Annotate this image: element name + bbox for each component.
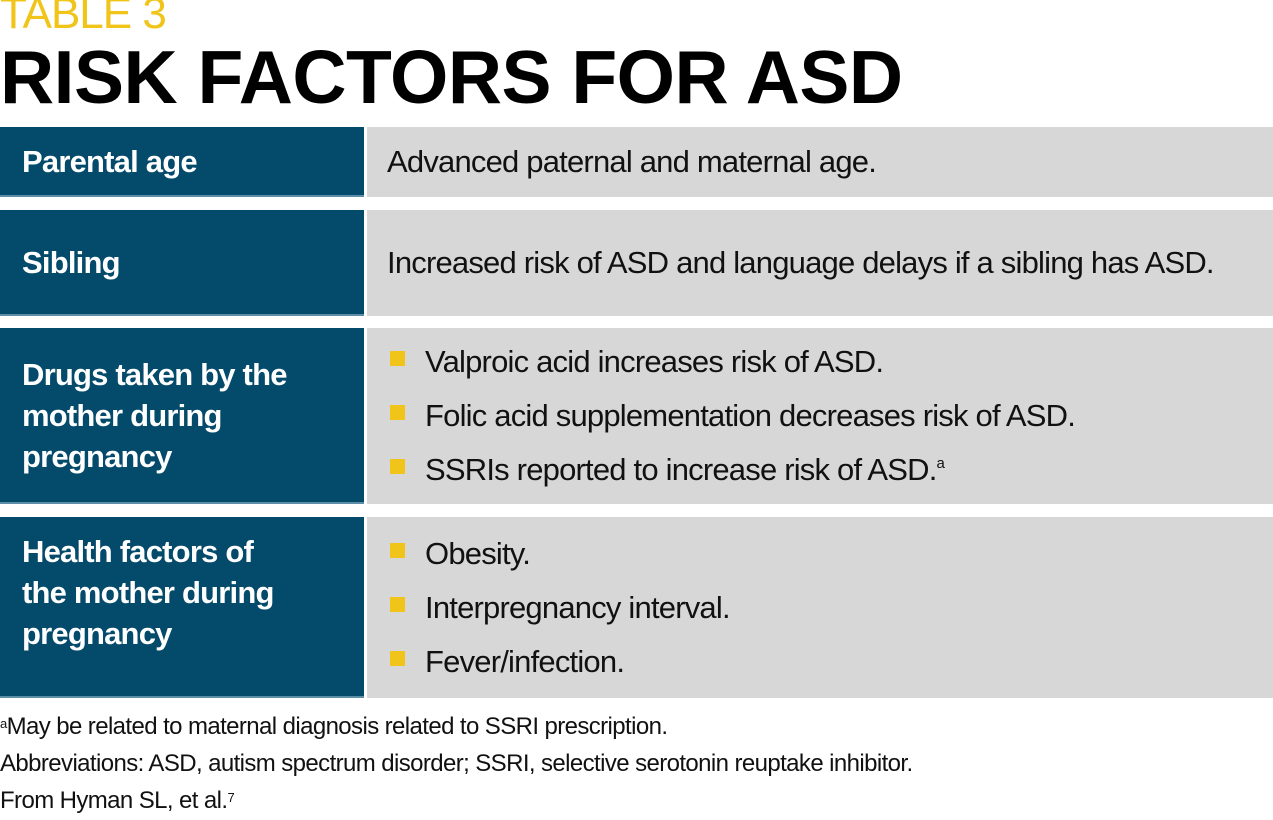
bullet-square-icon (390, 405, 405, 420)
row-header: Parental age (0, 127, 364, 197)
reference-marker: 7 (227, 790, 235, 805)
table-row: Drugs taken by the mother during pregnan… (0, 328, 1273, 504)
bullet-text: Fever/infection. (425, 643, 625, 679)
bullet-text: SSRIs reported to increase risk of ASD. (425, 452, 937, 487)
bullet-text: Interpregnancy interval. (425, 589, 731, 625)
footnote-a: aMay be related to maternal diagnosis re… (0, 708, 913, 745)
bullet-text: Folic acid supplementation decreases ris… (425, 398, 1076, 433)
bullet-square-icon (390, 596, 405, 612)
list-item: Folic acid supplementation decreases ris… (387, 389, 1253, 443)
table-row: Sibling Increased risk of ASD and langua… (0, 210, 1273, 316)
bullet-square-icon (390, 459, 405, 474)
table-row: Parental age Advanced paternal and mater… (0, 127, 1273, 197)
row-header-text: Sibling (22, 244, 121, 280)
row-header-text: Drugs taken by the mother during pregnan… (22, 356, 287, 474)
abbreviations: Abbreviations: ASD, autism spectrum diso… (0, 750, 913, 777)
bullet-square-icon (390, 351, 405, 366)
table-label: TABLE 3 (0, 0, 167, 38)
row-content: Advanced paternal and maternal age. (367, 127, 1273, 197)
row-header-text: Health factors of the mother during preg… (22, 534, 274, 651)
list-item: Obesity. (387, 527, 1253, 581)
footnotes: aMay be related to maternal diagnosis re… (0, 708, 913, 819)
bullet-square-icon (390, 542, 405, 558)
list-item: SSRIs reported to increase risk of ASD.a (387, 443, 1253, 497)
row-header-text: Parental age (22, 143, 198, 179)
list-item: Fever/infection. (387, 635, 1253, 689)
source: From Hyman SL, et al.7 (0, 782, 913, 819)
bullet-text: Obesity. (425, 535, 531, 571)
row-content: Valproic acid increases risk of ASD. Fol… (367, 328, 1273, 504)
bullet-square-icon (390, 650, 405, 666)
bullet-text: Valproic acid increases risk of ASD. (425, 344, 884, 379)
footnote-marker: a (0, 716, 7, 731)
source-text: From Hyman SL, et al. (0, 787, 228, 814)
table-row: Health factors of the mother during preg… (0, 517, 1273, 698)
list-item: Interpregnancy interval. (387, 581, 1253, 635)
table-title: RISK FACTORS FOR ASD (0, 35, 903, 119)
row-header: Drugs taken by the mother during pregnan… (0, 328, 364, 504)
list-item: Valproic acid increases risk of ASD. (387, 335, 1253, 389)
row-content: Obesity. Interpregnancy interval. Fever/… (367, 517, 1273, 698)
row-text: Increased risk of ASD and language delay… (387, 245, 1215, 280)
row-text: Advanced paternal and maternal age. (387, 144, 877, 179)
row-header: Health factors of the mother during preg… (0, 517, 364, 698)
footnote-marker: a (936, 455, 945, 472)
row-content: Increased risk of ASD and language delay… (367, 210, 1273, 316)
row-header: Sibling (0, 210, 364, 316)
footnote-text: May be related to maternal diagnosis rel… (6, 713, 668, 740)
